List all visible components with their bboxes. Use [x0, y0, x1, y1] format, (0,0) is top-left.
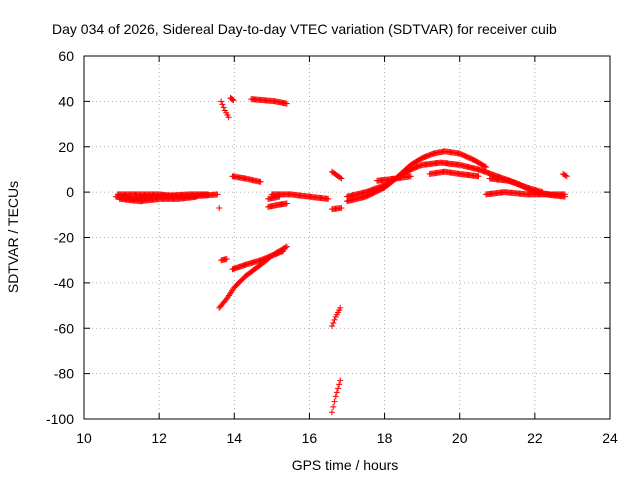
x-tick-label: 22 [527, 430, 543, 446]
data-point [330, 319, 337, 326]
data-point [328, 409, 335, 416]
data-point [325, 195, 332, 202]
data-point [331, 398, 338, 405]
data-point [331, 316, 338, 323]
data-point [475, 173, 482, 180]
data-point [283, 100, 290, 107]
y-tick-label: 40 [58, 93, 74, 109]
data-point [330, 403, 337, 410]
x-axis-label: GPS time / hours [292, 457, 399, 473]
data-point [328, 322, 335, 329]
x-tick-label: 24 [602, 430, 618, 446]
series-group [216, 168, 345, 416]
x-tick-label: 18 [377, 430, 393, 446]
data-point [337, 304, 344, 311]
data-point [539, 189, 546, 196]
data-point [283, 243, 290, 250]
data-point [214, 191, 221, 198]
data-point [334, 385, 341, 392]
data-point [276, 193, 283, 200]
y-tick-label: 0 [66, 184, 74, 200]
x-tick-label: 20 [452, 430, 468, 446]
y-tick-label: 60 [58, 48, 74, 64]
y-tick-label: 20 [58, 139, 74, 155]
data-point [283, 200, 290, 207]
data-point [332, 393, 339, 400]
data-point [282, 244, 289, 251]
data-point [280, 248, 287, 255]
data-point [257, 178, 264, 185]
data-point [220, 104, 227, 111]
axis-ticks: 10 12 14 16 18 20 22 24 -100 -80 -60 -40 -20 0 20 40 60 [46, 48, 618, 446]
chart-title: Day 034 of 2026, Sidereal Day-to-day VTE… [52, 21, 557, 37]
data-point [561, 193, 568, 200]
data-point [563, 173, 570, 180]
x-tick-label: 10 [76, 430, 92, 446]
x-tick-label: 12 [151, 430, 167, 446]
x-tick-label: 16 [302, 430, 318, 446]
series-group [216, 191, 332, 212]
data-point [223, 256, 230, 263]
data-point [337, 377, 344, 384]
series-group [112, 191, 221, 205]
plot-frame [83, 55, 611, 420]
series-group [218, 94, 290, 210]
data-point [225, 114, 232, 121]
x-tick-label: 14 [226, 430, 242, 446]
data-point [483, 164, 490, 171]
data-point [562, 172, 569, 179]
data-points [112, 94, 570, 416]
y-axis-label: SDTVAR / TECUs [5, 181, 21, 293]
y-tick-label: -80 [54, 366, 74, 382]
y-tick-label: -20 [54, 230, 74, 246]
y-tick-label: -100 [46, 411, 74, 427]
data-point [216, 205, 223, 212]
y-tick-label: -40 [54, 275, 74, 291]
grid [84, 56, 610, 419]
data-point [481, 163, 488, 170]
data-point [336, 381, 343, 388]
data-point [193, 193, 200, 200]
data-point [218, 98, 225, 105]
y-tick-label: -60 [54, 320, 74, 336]
data-point [229, 96, 236, 103]
data-point [337, 174, 344, 181]
series-group [344, 148, 570, 205]
data-point [333, 389, 340, 396]
data-point [407, 173, 414, 180]
data-point [338, 205, 345, 212]
data-point [219, 101, 226, 108]
data-point [230, 97, 237, 104]
data-point [338, 175, 345, 182]
